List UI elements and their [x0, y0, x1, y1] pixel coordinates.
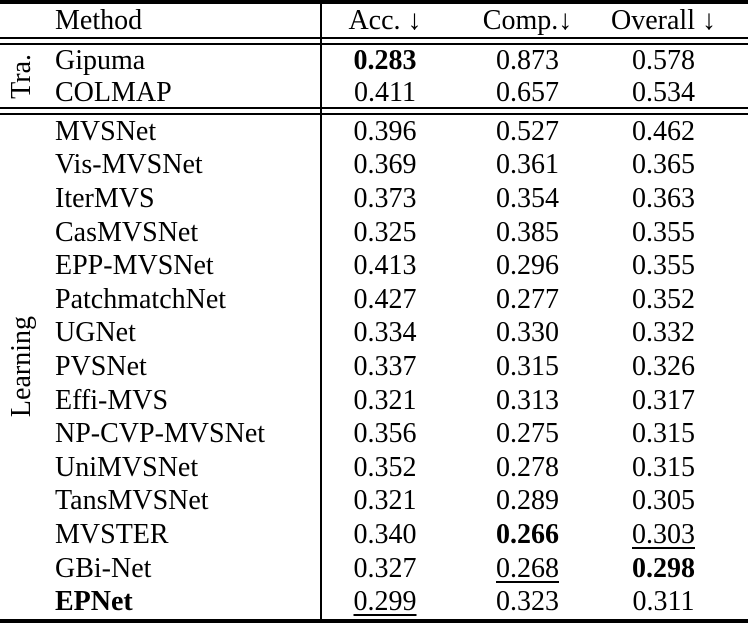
overall-cell: 0.462	[632, 115, 695, 147]
acc-cell: 0.299	[353, 586, 417, 618]
method-cell: Effi-MVS	[55, 384, 169, 416]
overall-cell: 0.315	[632, 418, 695, 450]
table-row: IterMVS 0.373 0.354 0.363	[0, 182, 748, 216]
comp-cell: 0.268	[496, 552, 559, 584]
table-row: Vis-MVSNet 0.369 0.361 0.365	[0, 149, 748, 183]
acc-cell: 0.373	[353, 182, 417, 214]
overall-cell: 0.311	[632, 586, 695, 618]
table-row: GBi-Net 0.327 0.268 0.298	[0, 552, 748, 586]
column-divider	[320, 0, 322, 623]
acc-cell: 0.396	[353, 115, 417, 147]
comp-cell: 0.275	[496, 418, 559, 450]
table-row: TansMVSNet 0.321 0.289 0.305	[0, 485, 748, 519]
method-cell: GBi-Net	[55, 552, 152, 584]
method-cell: UniMVSNet	[55, 451, 199, 483]
comp-cell: 0.315	[496, 350, 559, 382]
method-cell: CasMVSNet	[55, 216, 199, 248]
method-cell: EPNet	[55, 586, 133, 618]
table-header-row: Method Acc. ↓ Comp.↓ Overall ↓	[0, 4, 748, 37]
table-row: PatchmatchNet 0.427 0.277 0.352	[0, 283, 748, 317]
acc-cell: 0.325	[353, 216, 417, 248]
method-cell: TansMVSNet	[55, 485, 209, 517]
overall-cell: 0.317	[632, 384, 695, 416]
acc-cell: 0.356	[353, 418, 417, 450]
table-row: MVSTER 0.340 0.266 0.303	[0, 518, 748, 552]
method-cell: PatchmatchNet	[55, 283, 227, 315]
comp-cell: 0.323	[496, 586, 559, 618]
comp-cell: 0.527	[496, 115, 559, 147]
table-row: CasMVSNet 0.325 0.385 0.355	[0, 216, 748, 250]
header-double-rule	[0, 37, 748, 45]
overall-cell: 0.355	[632, 216, 695, 248]
bottom-rule	[0, 619, 748, 623]
acc-cell: 0.327	[353, 552, 417, 584]
group-learning: Learning MVSNet 0.396 0.527 0.462 Vis-MV…	[0, 115, 748, 619]
table-row: EPNet 0.299 0.323 0.311	[0, 585, 748, 619]
overall-cell: 0.365	[632, 149, 695, 181]
top-rule	[0, 0, 748, 4]
acc-cell: 0.283	[353, 45, 417, 76]
group-traditional: Tra. Gipuma 0.283 0.873 0.578 COLMAP 0.4…	[0, 45, 748, 109]
table-row: Effi-MVS 0.321 0.313 0.317	[0, 384, 748, 418]
comp-cell: 0.873	[496, 45, 559, 76]
acc-cell: 0.340	[353, 518, 417, 550]
table-row: EPP-MVSNet 0.413 0.296 0.355	[0, 249, 748, 283]
method-column-header: Method	[55, 4, 143, 36]
overall-cell: 0.315	[632, 451, 695, 483]
overall-cell: 0.534	[632, 77, 695, 108]
comp-cell: 0.277	[496, 283, 559, 315]
acc-cell: 0.321	[353, 485, 417, 517]
overall-column-header: Overall ↓	[611, 4, 716, 36]
table-row: MVSNet 0.396 0.527 0.462	[0, 115, 748, 149]
method-cell: EPP-MVSNet	[55, 250, 214, 282]
comp-cell: 0.313	[496, 384, 559, 416]
overall-cell: 0.355	[632, 250, 695, 282]
comp-cell: 0.657	[496, 77, 559, 108]
method-cell: UGNet	[55, 317, 136, 349]
table-row: Gipuma 0.283 0.873 0.578	[0, 45, 748, 77]
table-row: UniMVSNet 0.352 0.278 0.315	[0, 451, 748, 485]
overall-cell: 0.332	[632, 317, 695, 349]
comp-cell: 0.330	[496, 317, 559, 349]
overall-cell: 0.363	[632, 182, 695, 214]
method-cell: COLMAP	[55, 77, 172, 108]
acc-column-header: Acc. ↓	[348, 4, 422, 36]
acc-cell: 0.411	[354, 77, 416, 108]
overall-cell: 0.352	[632, 283, 695, 315]
comp-cell: 0.278	[496, 451, 559, 483]
overall-cell: 0.578	[632, 45, 695, 76]
method-cell: Gipuma	[55, 45, 146, 76]
method-cell: MVSNet	[55, 115, 157, 147]
overall-cell: 0.298	[632, 552, 695, 584]
comp-cell: 0.266	[496, 518, 559, 550]
table-row: UGNet 0.334 0.330 0.332	[0, 317, 748, 351]
acc-cell: 0.413	[353, 250, 417, 282]
overall-cell: 0.305	[632, 485, 695, 517]
acc-cell: 0.427	[353, 283, 417, 315]
comp-cell: 0.296	[496, 250, 559, 282]
acc-cell: 0.337	[353, 350, 417, 382]
table-row: PVSNet 0.337 0.315 0.326	[0, 350, 748, 384]
method-cell: IterMVS	[55, 182, 155, 214]
table-row: COLMAP 0.411 0.657 0.534	[0, 77, 748, 109]
method-cell: Vis-MVSNet	[55, 149, 203, 181]
overall-cell: 0.303	[632, 518, 695, 550]
acc-cell: 0.334	[353, 317, 417, 349]
comp-cell: 0.289	[496, 485, 559, 517]
comp-column-header: Comp.↓	[482, 4, 573, 36]
table-row: NP-CVP-MVSNet 0.356 0.275 0.315	[0, 417, 748, 451]
acc-cell: 0.369	[353, 149, 417, 181]
acc-cell: 0.321	[353, 384, 417, 416]
method-cell: PVSNet	[55, 350, 147, 382]
comp-cell: 0.385	[496, 216, 559, 248]
group-double-rule	[0, 107, 748, 115]
comp-cell: 0.354	[496, 182, 559, 214]
method-cell: MVSTER	[55, 518, 169, 550]
method-cell: NP-CVP-MVSNet	[55, 418, 266, 450]
acc-cell: 0.352	[353, 451, 417, 483]
overall-cell: 0.326	[632, 350, 695, 382]
comp-cell: 0.361	[496, 149, 559, 181]
